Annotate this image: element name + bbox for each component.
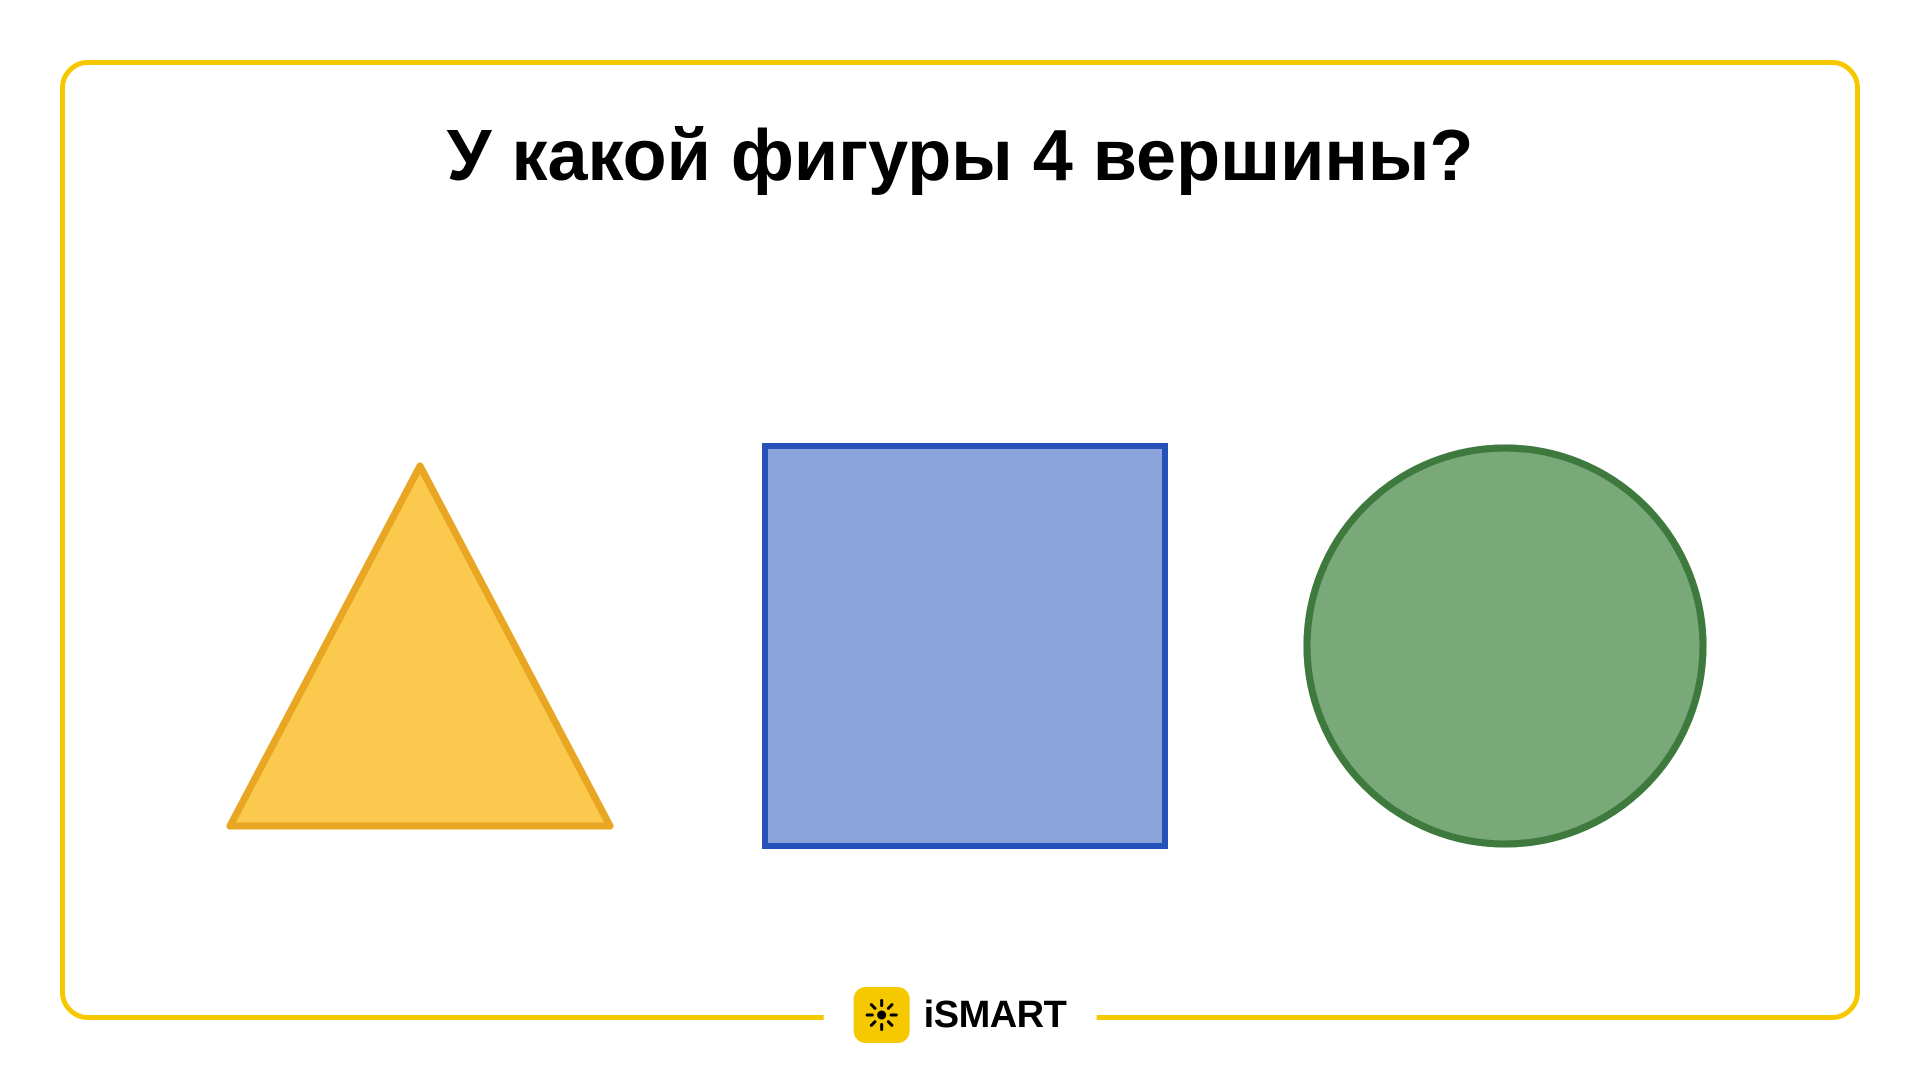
shapes-row [65, 277, 1855, 1015]
question-title: У какой фигуры 4 вершины? [447, 115, 1474, 197]
triangle-icon [210, 446, 630, 846]
triangle-shape[interactable] [210, 446, 630, 846]
logo-text: iSMART [924, 994, 1067, 1037]
question-card: У какой фигуры 4 вершины? [60, 60, 1860, 1020]
brand-logo: iSMART [824, 987, 1097, 1043]
circle-shape[interactable] [1300, 441, 1710, 851]
logo-badge [854, 987, 910, 1043]
square-icon [760, 441, 1170, 851]
circle-icon [1300, 441, 1710, 851]
square-shape[interactable] [760, 441, 1170, 851]
spark-icon [864, 997, 900, 1033]
